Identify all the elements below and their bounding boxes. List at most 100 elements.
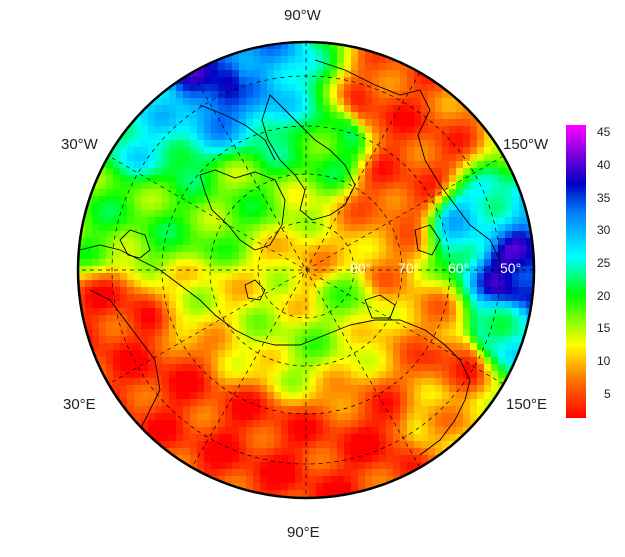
heat-cell (120, 175, 128, 183)
heat-cell (267, 126, 275, 134)
heat-cell (309, 434, 317, 442)
heat-cell (162, 273, 170, 281)
heat-cell (358, 119, 366, 127)
heat-cell (295, 119, 303, 127)
heat-cell (134, 147, 142, 155)
heat-cell (169, 168, 177, 176)
heat-cell (456, 217, 464, 225)
heat-cell (323, 196, 331, 204)
heat-cell (134, 168, 142, 176)
heat-cell (295, 210, 303, 218)
heat-cell (204, 427, 212, 435)
heat-cell (358, 217, 366, 225)
heat-cell (288, 133, 296, 141)
heat-cell (428, 154, 436, 162)
heat-cell (260, 133, 268, 141)
heat-cell (358, 224, 366, 232)
heat-cell (505, 217, 513, 225)
heat-cell (323, 154, 331, 162)
heat-cell (393, 133, 401, 141)
heat-cell (323, 315, 331, 323)
heat-cell (526, 266, 534, 274)
heat-cell (169, 413, 177, 421)
heat-cell (365, 280, 373, 288)
heat-cell (351, 210, 359, 218)
heat-cell (379, 420, 387, 428)
heat-cell (456, 245, 464, 253)
heat-cell (393, 469, 401, 477)
heat-cell (309, 126, 317, 134)
heat-cell (316, 182, 324, 190)
heat-cell (211, 70, 219, 78)
heat-cell (330, 210, 338, 218)
heat-cell (526, 301, 534, 309)
heat-cell (323, 287, 331, 295)
heat-cell (309, 455, 317, 463)
heat-cell (463, 406, 471, 414)
heat-cell (309, 469, 317, 477)
heat-cell (148, 413, 156, 421)
heat-cell (512, 308, 520, 316)
heat-cell (211, 231, 219, 239)
heat-cell (393, 77, 401, 85)
heat-cell (253, 420, 261, 428)
heat-cell (120, 273, 128, 281)
heat-cell (295, 357, 303, 365)
heat-cell (372, 224, 380, 232)
heat-cell (134, 287, 142, 295)
heat-cell (365, 336, 373, 344)
heat-cell (253, 343, 261, 351)
heat-cell (386, 322, 394, 330)
heat-cell (295, 483, 303, 491)
heat-cell (120, 259, 128, 267)
heat-cell (92, 343, 100, 351)
heat-cell (253, 483, 261, 491)
heat-cell (176, 245, 184, 253)
heat-cell (316, 378, 324, 386)
heat-cell (225, 196, 233, 204)
heat-cell (190, 175, 198, 183)
heat-cell (239, 42, 247, 50)
heat-cell (274, 245, 282, 253)
heat-cell (232, 252, 240, 260)
heat-cell (386, 126, 394, 134)
heat-cell (267, 238, 275, 246)
heat-cell (218, 350, 226, 358)
heat-cell (239, 385, 247, 393)
heat-cell (351, 455, 359, 463)
heat-cell (120, 161, 128, 169)
lon-label-upper-right: 150°W (503, 136, 549, 153)
heat-cell (176, 168, 184, 176)
heat-cell (141, 420, 149, 428)
heat-cell (99, 224, 107, 232)
heat-cell (330, 175, 338, 183)
heat-cell (274, 238, 282, 246)
heat-cell (155, 406, 163, 414)
heat-cell (204, 203, 212, 211)
heat-cell (218, 224, 226, 232)
heat-cell (127, 238, 135, 246)
heat-cell (456, 252, 464, 260)
heat-cell (120, 147, 128, 155)
heat-cell (211, 336, 219, 344)
heat-cell (428, 448, 436, 456)
heat-cell (267, 98, 275, 106)
heat-cell (155, 196, 163, 204)
heat-cell (211, 266, 219, 274)
heat-cell (386, 56, 394, 64)
heat-cell (358, 84, 366, 92)
heat-cell (365, 217, 373, 225)
heat-cell (407, 427, 415, 435)
heat-cell (344, 462, 352, 470)
heat-cell (197, 294, 205, 302)
heat-cell (512, 217, 520, 225)
colorbar-tick: 20 (597, 289, 611, 303)
heat-cell (141, 315, 149, 323)
heat-cell (337, 294, 345, 302)
heat-cell (246, 56, 254, 64)
heat-cell (358, 483, 366, 491)
heat-cell (484, 308, 492, 316)
heat-cell (197, 378, 205, 386)
heat-cell (337, 119, 345, 127)
heat-cell (239, 210, 247, 218)
